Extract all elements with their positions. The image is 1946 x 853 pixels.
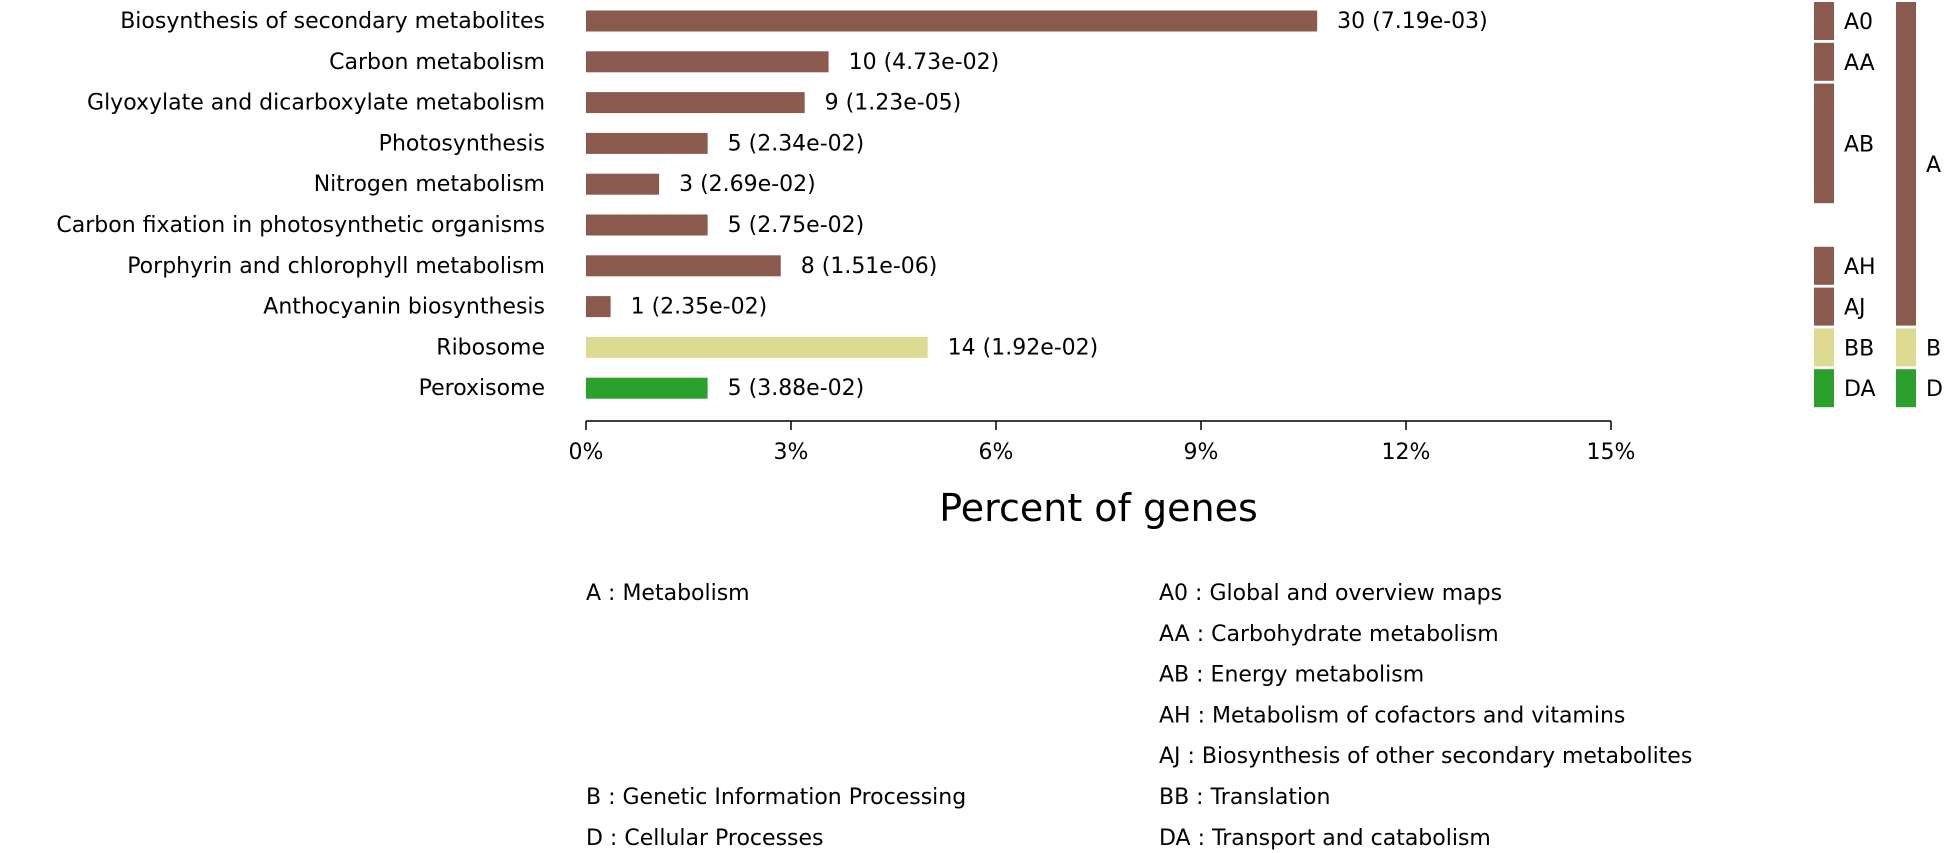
legend-class-entry: A : Metabolism <box>586 581 750 606</box>
class-strip <box>1896 328 1916 367</box>
category-label: Biosynthesis of secondary metabolites <box>120 9 545 34</box>
subclass-code: AA <box>1844 51 1875 76</box>
legend-subclass-entry: DA : Transport and catabolism <box>1159 826 1491 851</box>
category-label: Porphyrin and chlorophyll metabolism <box>127 254 545 279</box>
bar <box>586 173 660 195</box>
subclass-strip <box>1814 246 1834 285</box>
bar <box>586 132 708 154</box>
bar <box>586 214 708 236</box>
bar-data-label: 5 (2.75e-02) <box>728 213 865 238</box>
bar-data-label: 14 (1.92e-02) <box>948 335 1099 360</box>
x-tick-label: 6% <box>979 440 1014 465</box>
subclass-code: AH <box>1844 255 1876 280</box>
legend-subclass-entry: BB : Translation <box>1159 785 1330 810</box>
legend-class-entry: D : Cellular Processes <box>586 826 824 851</box>
x-tick-label: 0% <box>569 440 604 465</box>
x-axis: 0% 3% 6% 9% 12% 15% Percent of genes <box>569 420 1636 530</box>
bar-data-label: 10 (4.73e-02) <box>849 50 1000 75</box>
bar <box>586 336 928 358</box>
subclass-code: AJ <box>1844 296 1866 321</box>
class-strip <box>1896 2 1916 326</box>
class-code: B <box>1926 336 1941 361</box>
bar-data-label: 5 (3.88e-02) <box>728 376 865 401</box>
category-label: Anthocyanin biosynthesis <box>263 295 545 320</box>
category-label: Glyoxylate and dicarboxylate metabolism <box>87 91 545 116</box>
x-tick-label: 12% <box>1382 440 1431 465</box>
x-tick-label: 9% <box>1184 440 1219 465</box>
class-strip <box>1896 369 1916 408</box>
x-tick-label: 3% <box>774 440 809 465</box>
bar <box>586 10 1318 32</box>
bars-layer: Biosynthesis of secondary metabolites 30 … <box>56 9 1487 401</box>
bar-data-label: 3 (2.69e-02) <box>679 172 816 197</box>
bar-data-label: 9 (1.23e-05) <box>825 91 962 116</box>
bar-data-label: 8 (1.51e-06) <box>801 254 938 279</box>
bar-data-label: 5 (2.34e-02) <box>728 131 865 156</box>
class-code: A <box>1926 153 1941 178</box>
subclass-strip <box>1814 2 1834 40</box>
legend-subclass-entry: AH : Metabolism of cofactors and vitamin… <box>1159 703 1625 728</box>
category-label: Carbon fixation in photosynthetic organi… <box>56 213 545 238</box>
subclass-strip <box>1814 369 1834 408</box>
bar <box>586 92 805 114</box>
legend-subclass-entry: AJ : Biosynthesis of other secondary met… <box>1159 744 1692 769</box>
category-label: Peroxisome <box>419 376 545 401</box>
subclass-strip <box>1814 83 1834 204</box>
category-label: Nitrogen metabolism <box>314 172 545 197</box>
legend-class-entry: B : Genetic Information Processing <box>586 785 966 810</box>
x-axis-title: Percent of genes <box>939 486 1258 530</box>
bar <box>586 377 708 399</box>
bar-data-label: 1 (2.35e-02) <box>631 295 768 320</box>
category-label: Photosynthesis <box>379 131 545 156</box>
legend-subclass-entry: AA : Carbohydrate metabolism <box>1159 622 1499 647</box>
subclass-code: DA <box>1844 377 1876 402</box>
bar <box>586 296 611 318</box>
legend-subclass-entry: A0 : Global and overview maps <box>1159 581 1502 606</box>
category-label: Ribosome <box>436 335 545 360</box>
category-label: Carbon metabolism <box>329 50 545 75</box>
subclass-strip <box>1814 287 1834 326</box>
subclass-strip <box>1814 328 1834 367</box>
bar-data-label: 30 (7.19e-03) <box>1337 9 1488 34</box>
bar <box>586 255 781 277</box>
legend-subclass-entry: AB : Energy metabolism <box>1159 663 1424 688</box>
bar <box>586 51 829 73</box>
subclass-code: BB <box>1844 336 1874 361</box>
x-tick-label: 15% <box>1587 440 1636 465</box>
subclass-code: A0 <box>1844 10 1873 35</box>
category-legend: A : Metabolism B : Genetic Information Pr… <box>586 581 1692 851</box>
class-code: D <box>1926 377 1943 402</box>
subclass-code: AB <box>1844 132 1874 157</box>
subclass-strip <box>1814 42 1834 81</box>
